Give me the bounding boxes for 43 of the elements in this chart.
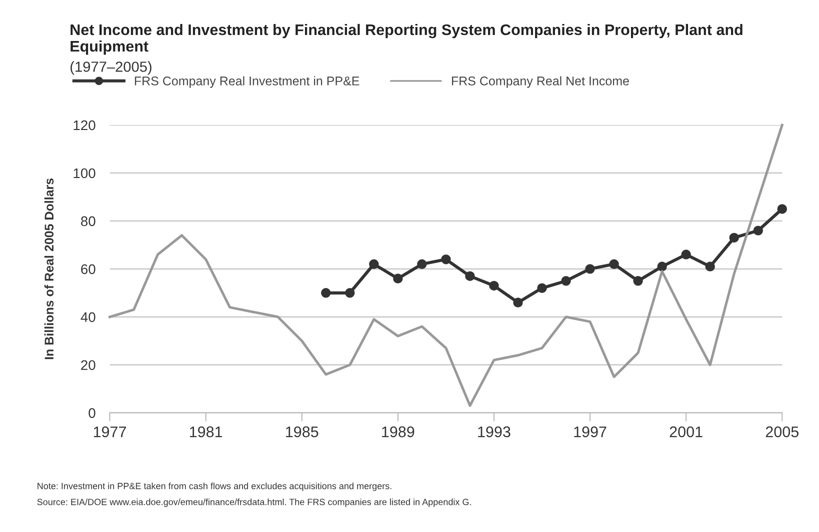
point [729,232,739,243]
y-tick-label: 100 [74,168,96,178]
point [513,298,523,308]
point [633,276,643,286]
x-tick-label: 1985 [286,426,318,438]
point [465,271,475,281]
point [681,250,691,260]
point [657,262,667,272]
y-axis-title: In Billions of Real 2005 Dollars [44,178,54,360]
x-tick-label: 2001 [670,426,702,438]
point [585,264,595,274]
chart-subtitle: (1977–2005) [70,61,152,75]
x-tick-label: 1997 [574,426,606,438]
x-tick-label: 1977 [94,426,126,438]
x-tick-label: 1989 [382,426,414,438]
line-series [108,124,784,407]
chart-title: Net Income and Investment by Financial Reporting System Companies in Property, Plant and Equipment [70,24,742,55]
source-note: Source: EIA/DOE www.eia.doe.gov/emeu/finance/frsdata.html. The FRS companies are listed in Appendix G. [37,498,471,507]
legend-label: FRS Company Real Net Income [452,76,629,88]
point [441,254,451,264]
y-tick-label: 120 [74,120,96,130]
x-tick-label: 2005 [766,426,798,438]
point [753,226,763,236]
point [561,276,571,286]
point [705,262,715,272]
point [321,288,331,298]
y-tick-label: 60 [81,264,96,274]
x-tick-label: 1981 [190,426,222,438]
point [537,283,547,293]
y-tick-label: 20 [81,360,96,370]
y-tick-label: 0 [88,408,96,418]
point [609,259,619,269]
y-tick-label: 80 [81,216,96,226]
point [393,274,403,284]
y-tick-label: 40 [80,312,96,322]
point [489,280,499,291]
point [369,259,379,269]
point [417,259,427,269]
text: Note: Investment in PP&E taken from cash flows and excludes acquisitions and mergers. [38,482,392,491]
point [777,204,788,214]
x-tick-label: 1993 [478,426,510,438]
point [345,288,355,298]
legend-label: FRS Company Real Investment in PP&E [134,76,360,88]
